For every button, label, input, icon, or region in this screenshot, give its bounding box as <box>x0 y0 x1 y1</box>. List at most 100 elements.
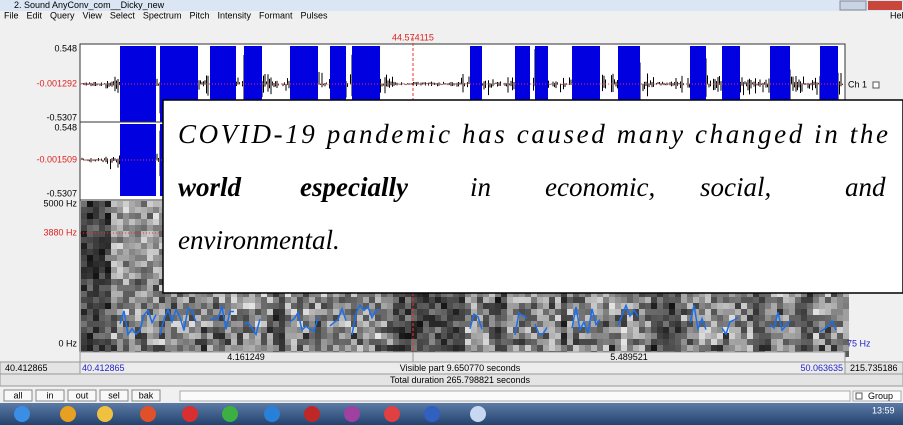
spectrogram-cell <box>117 327 123 333</box>
menu-item[interactable]: Intensity <box>217 10 251 20</box>
spectrogram-cell <box>603 333 609 339</box>
spectrogram-cell <box>759 345 765 351</box>
taskbar-icon[interactable] <box>304 406 320 422</box>
spectrogram-cell <box>501 339 507 345</box>
axis-label: -0.5307 <box>46 112 77 122</box>
spectrogram-cell <box>93 225 99 231</box>
spectrogram-cell <box>117 291 123 297</box>
overlay-text: COVID-19 pandemic has caused many change… <box>178 119 888 149</box>
menu-item[interactable]: Pulses <box>301 10 329 20</box>
spectrogram-cell <box>561 327 567 333</box>
spectrogram-cell <box>837 321 843 327</box>
spectrogram-cell <box>105 285 111 291</box>
spectrogram-cell <box>417 345 423 351</box>
spectrogram-cell <box>543 303 549 309</box>
spectrogram-cell <box>87 243 93 249</box>
taskbar-icon[interactable] <box>384 406 400 422</box>
spectrogram-cell <box>537 339 543 345</box>
spectrogram-cell <box>375 333 381 339</box>
menu-item[interactable]: Edit <box>27 10 43 20</box>
spectrogram-cell <box>801 321 807 327</box>
spectrogram-cell <box>117 273 123 279</box>
spectrogram-cell <box>279 297 285 303</box>
spectrogram-cell <box>585 297 591 303</box>
window-buttons[interactable] <box>840 1 866 10</box>
menu-item[interactable]: Hel <box>890 10 903 20</box>
spectrogram-cell <box>573 297 579 303</box>
spectrogram-cell <box>825 315 831 321</box>
spectrogram-cell <box>309 321 315 327</box>
spectrogram-cell <box>399 309 405 315</box>
menu-item[interactable]: Select <box>110 10 136 20</box>
spectrogram-cell <box>381 309 387 315</box>
taskbar-icon[interactable] <box>470 406 486 422</box>
spectrogram-cell <box>423 345 429 351</box>
menu-item[interactable]: Spectrum <box>143 10 182 20</box>
spectrogram-cell <box>789 315 795 321</box>
spectrogram-cell <box>495 321 501 327</box>
spectrogram-cell <box>363 345 369 351</box>
spectrogram-cell <box>579 339 585 345</box>
spectrogram-cell <box>273 321 279 327</box>
spectrogram-cell <box>213 309 219 315</box>
spectrogram-cell <box>105 261 111 267</box>
spectrogram-cell <box>393 315 399 321</box>
spectrogram-cell <box>315 309 321 315</box>
spectrogram-cell <box>525 297 531 303</box>
spectrogram-cell <box>405 321 411 327</box>
spectrogram-cell <box>99 201 105 207</box>
menu-item[interactable]: View <box>83 10 103 20</box>
taskbar-icon[interactable] <box>424 406 440 422</box>
group-checkbox[interactable] <box>856 393 862 399</box>
spectrogram-cell <box>273 339 279 345</box>
close-button[interactable] <box>868 1 902 10</box>
menu-item[interactable]: Pitch <box>189 10 209 20</box>
spectrogram-cell <box>633 345 639 351</box>
spectrogram-cell <box>753 321 759 327</box>
taskbar-icon[interactable] <box>222 406 238 422</box>
menu-item[interactable]: Query <box>50 10 75 20</box>
spectrogram-cell <box>93 297 99 303</box>
spectrogram-cell <box>279 345 285 351</box>
spectrogram-cell <box>435 321 441 327</box>
taskbar-icon[interactable] <box>264 406 280 422</box>
channel-checkbox[interactable] <box>873 82 879 88</box>
channel-label[interactable]: Ch 1 <box>848 79 867 89</box>
spectrogram-cell <box>459 315 465 321</box>
spectrogram-cell <box>837 309 843 315</box>
spectrogram-cell <box>225 333 231 339</box>
spectrogram-cell <box>453 315 459 321</box>
spectrogram-cell <box>381 297 387 303</box>
spectrogram-cell <box>117 345 123 351</box>
spectrogram-cell <box>105 237 111 243</box>
spectrogram-cell <box>87 267 93 273</box>
taskbar-icon[interactable] <box>140 406 156 422</box>
spectrogram-cell <box>489 345 495 351</box>
spectrogram-cell <box>591 297 597 303</box>
menu-item[interactable]: Formant <box>259 10 293 20</box>
spectrogram-cell <box>327 297 333 303</box>
menu-item[interactable]: File <box>4 10 19 20</box>
spectrogram-cell <box>231 297 237 303</box>
spectrogram-cell <box>99 249 105 255</box>
spectrogram-cell <box>93 279 99 285</box>
spectrogram-cell <box>465 315 471 321</box>
taskbar-icon[interactable] <box>182 406 198 422</box>
spectrogram-cell <box>141 201 147 207</box>
taskbar-icon[interactable] <box>60 406 76 422</box>
spectrogram-cell <box>417 327 423 333</box>
spectrogram-cell <box>327 339 333 345</box>
spectrogram-cell <box>387 303 393 309</box>
spectrogram-cell <box>669 309 675 315</box>
spectrogram-cell <box>723 315 729 321</box>
scrollbar[interactable] <box>180 391 850 401</box>
spectrogram-cell <box>543 321 549 327</box>
spectrogram-cell <box>399 297 405 303</box>
taskbar-icon[interactable] <box>97 406 113 422</box>
taskbar-icon[interactable] <box>14 406 30 422</box>
taskbar-icon[interactable] <box>344 406 360 422</box>
spectrogram-cell <box>165 333 171 339</box>
overlay-word: social, <box>700 172 771 202</box>
spectrogram-cell <box>99 207 105 213</box>
spectrogram-cell <box>447 339 453 345</box>
